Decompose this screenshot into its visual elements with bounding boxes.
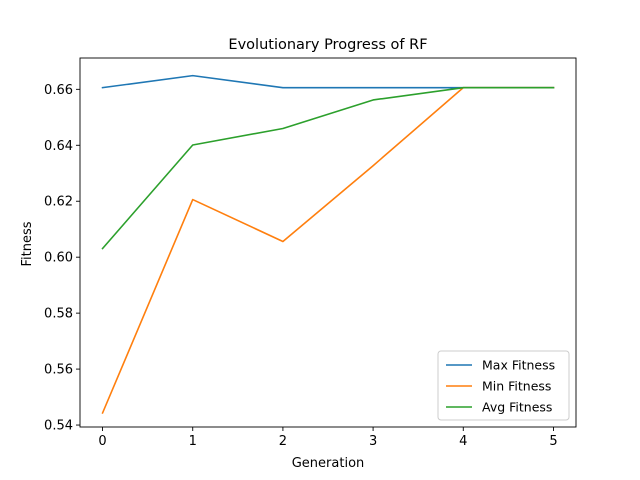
y-tick-label: 0.58 <box>44 307 73 322</box>
x-axis-label: Generation <box>292 456 365 471</box>
legend-label: Min Fitness <box>482 379 551 394</box>
series-line-avg-fitness <box>101 86 555 250</box>
legend-label: Max Fitness <box>482 358 555 373</box>
x-tick-label: 1 <box>189 434 197 449</box>
legend: Max Fitness Min Fitness Avg Fitness <box>437 350 570 421</box>
y-tick-label: 0.62 <box>44 195 73 210</box>
x-tick-label: 3 <box>369 434 377 449</box>
legend-box <box>437 350 570 421</box>
series-line-max-fitness <box>101 74 555 89</box>
y-tick-label: 0.60 <box>44 251 73 266</box>
y-tick-label: 0.56 <box>44 363 73 378</box>
plot-frame <box>79 57 577 428</box>
x-tick-label: 2 <box>279 434 287 449</box>
y-tick-label: 0.66 <box>44 83 73 98</box>
legend-label: Avg Fitness <box>482 400 552 415</box>
y-tick-label: 0.54 <box>44 419 73 434</box>
series-layer <box>101 74 555 415</box>
x-tick-label: 0 <box>98 434 106 449</box>
axes-layer: 0 1 2 3 4 5 0.54 0.56 0.58 0.60 0.62 0.64 0.66 <box>44 57 577 449</box>
y-axis-label: Fitness <box>20 221 35 266</box>
chart-title: Evolutionary Progress of RF <box>228 37 427 53</box>
x-tick-label: 5 <box>549 434 557 449</box>
y-tick-label: 0.64 <box>44 139 73 154</box>
x-tick-label: 4 <box>459 434 467 449</box>
